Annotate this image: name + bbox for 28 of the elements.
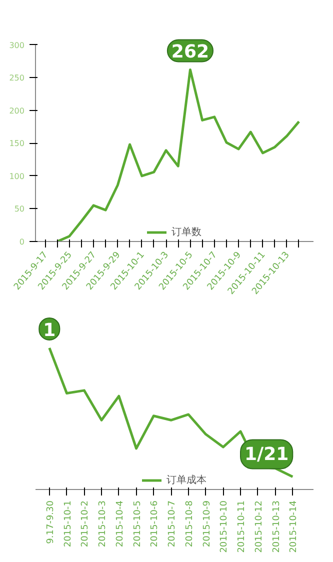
x-tick-label: 2015-10-11: [237, 500, 248, 553]
x-tick-label: 9.17-9.30: [46, 500, 56, 544]
annotation: 262: [171, 42, 210, 63]
y-tick-label: 50: [14, 204, 25, 214]
x-tick-label: 2015-10-12: [254, 500, 264, 553]
x-tick-label: 2015-10-1: [63, 500, 74, 548]
y-tick-label: 250: [9, 74, 25, 83]
x-tick-label: 2015-10-8: [184, 500, 195, 548]
y-tick-label: 100: [9, 172, 25, 181]
x-tick-label: 2015-10-14: [289, 500, 300, 553]
x-tick-label: 2015-10-3: [98, 500, 108, 548]
annotation: 1: [43, 320, 56, 341]
x-tick-label: 2015-10-10: [220, 500, 230, 553]
line-series: [56, 68, 300, 242]
y-tick-label: 150: [9, 139, 25, 148]
x-tick-label: 2015-10-2: [80, 500, 91, 548]
legend-label: 订单数: [172, 226, 202, 239]
y-tick-label: 200: [9, 106, 25, 116]
y-tick-label: 300: [9, 40, 25, 50]
x-tick-label: 2015-10-5: [132, 500, 143, 548]
legend-label: 订单成本: [166, 474, 206, 487]
x-tick-label: 2015-10-13: [272, 500, 282, 553]
x-tick-label: 2015-10-4: [115, 500, 126, 548]
x-tick-label: 2015-10-6: [150, 500, 160, 548]
x-tick-label: 2015-10-7: [168, 500, 178, 548]
y-tick-label: 0: [19, 238, 25, 246]
x-tick-label: 2015-10-9: [202, 500, 212, 548]
annotation: 1/21: [244, 444, 289, 465]
